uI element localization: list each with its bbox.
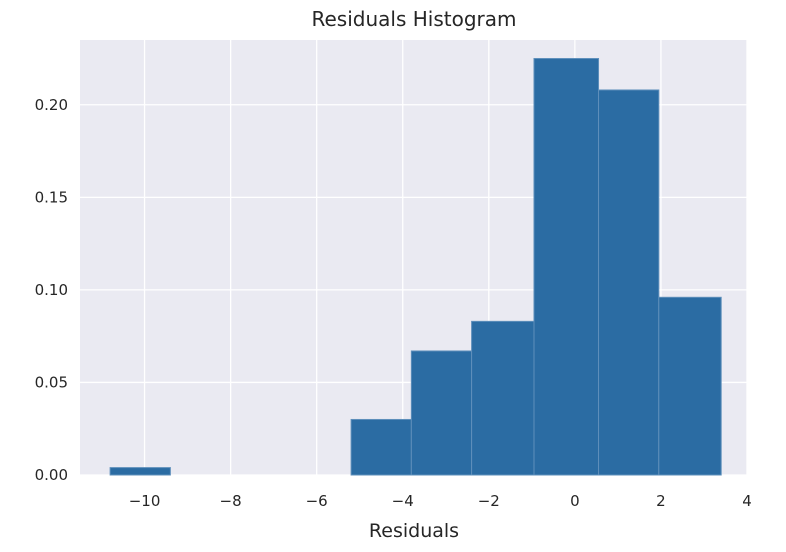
histogram-bar-7 <box>471 320 535 476</box>
x-tick-label: 0 <box>570 492 580 510</box>
histogram-bar-8 <box>533 58 600 476</box>
histogram-bar-6 <box>410 350 473 476</box>
y-tick-label: 0.10 <box>35 281 68 299</box>
x-tick-label: −8 <box>220 492 242 510</box>
x-tick-label: 2 <box>656 492 666 510</box>
histogram-bar-9 <box>598 89 660 476</box>
histogram-bar-10 <box>658 296 722 476</box>
histogram-bar-5 <box>350 418 412 476</box>
x-tick-label: 4 <box>742 492 752 510</box>
x-tick-label: −10 <box>129 492 161 510</box>
histogram-bar-1 <box>109 467 171 476</box>
x-tick-label: −2 <box>478 492 500 510</box>
histogram-bars <box>109 58 722 476</box>
y-tick-label: 0.20 <box>35 96 68 114</box>
y-tick-label: 0.00 <box>35 466 68 484</box>
chart-title: Residuals Histogram <box>312 7 517 31</box>
y-tick-label: 0.15 <box>35 188 68 206</box>
x-axis-ticks: −10 −8 −6 −4 −2 0 2 4 <box>129 492 752 510</box>
x-axis-label: Residuals <box>369 520 459 542</box>
x-tick-label: −6 <box>306 492 328 510</box>
y-tick-label: 0.05 <box>35 373 68 391</box>
x-tick-label: −4 <box>392 492 414 510</box>
y-axis-ticks: 0.00 0.05 0.10 0.15 0.20 <box>35 96 68 484</box>
